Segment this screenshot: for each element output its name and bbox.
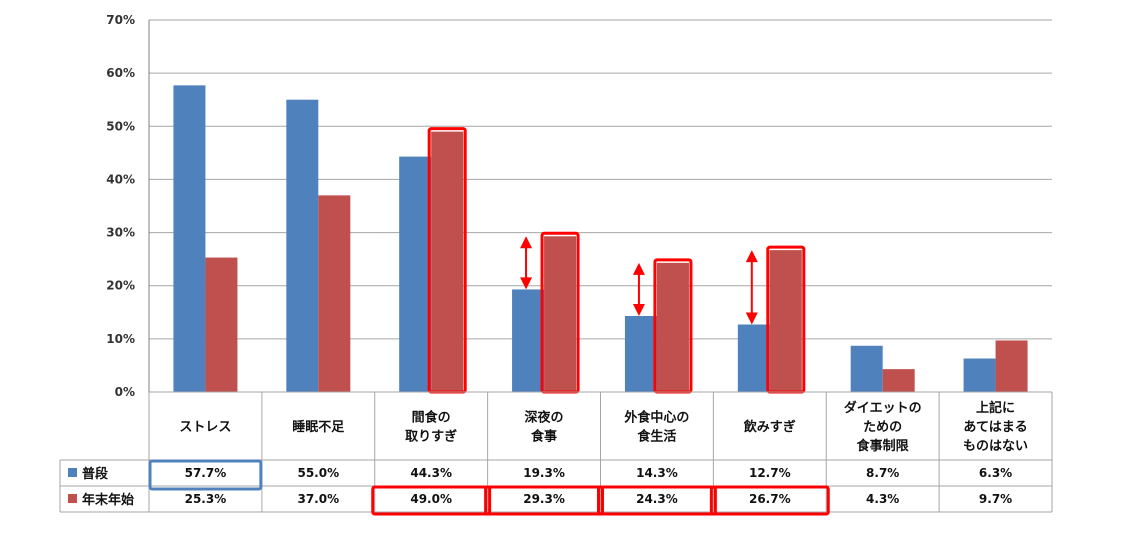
- cell-highlight-box: [371, 485, 492, 516]
- bar-normal-2: [399, 156, 432, 392]
- data-table-cell: 24.3%: [636, 492, 678, 506]
- cell-highlight-box: [148, 459, 263, 491]
- category-label: ための: [863, 420, 902, 435]
- y-tick-label: 70%: [106, 13, 135, 27]
- y-tick-label: 60%: [106, 66, 135, 80]
- category-label: ものはない: [963, 439, 1028, 454]
- data-table-cell: 55.0%: [297, 466, 339, 480]
- category-label: 飲みすぎ: [743, 419, 796, 435]
- bar-normal-7: [963, 358, 996, 392]
- data-table-cell: 4.3%: [866, 492, 899, 506]
- legend-label: 普段: [82, 466, 108, 482]
- y-tick-label: 20%: [106, 279, 135, 293]
- data-table-cell: 44.3%: [410, 466, 452, 480]
- difference-arrow-head-up: [632, 262, 645, 275]
- data-table-cell: 8.7%: [866, 466, 899, 480]
- difference-arrow-head-down: [745, 312, 758, 325]
- difference-arrow-head-down: [520, 277, 533, 290]
- y-tick-label: 10%: [106, 332, 135, 346]
- legend-label: 年末年始: [82, 492, 134, 508]
- bar-newyear-4: [656, 262, 689, 392]
- data-table-cell: 19.3%: [523, 466, 565, 480]
- bar-normal-6: [850, 345, 883, 392]
- bar-normal-5: [737, 324, 770, 392]
- y-tick-label: 50%: [106, 119, 135, 133]
- bar-newyear-5: [769, 250, 802, 392]
- bar-normal-0: [173, 85, 206, 392]
- category-label: 上記に: [976, 400, 1015, 416]
- bar-newyear-2: [431, 131, 464, 392]
- category-label: 取りすぎ: [405, 429, 457, 445]
- category-label: 睡眠不足: [292, 419, 345, 435]
- bar-normal-3: [512, 289, 545, 392]
- category-label: ストレス: [179, 420, 231, 435]
- difference-arrow-head-up: [520, 236, 533, 249]
- bar-normal-1: [286, 99, 319, 392]
- bar-newyear-0: [205, 257, 238, 392]
- cell-highlight-box: [709, 485, 830, 516]
- bar-newyear-6: [882, 369, 915, 392]
- data-table-cell: 37.0%: [297, 492, 339, 506]
- legend-key-normal: [68, 468, 77, 477]
- y-tick-label: 0%: [115, 385, 135, 399]
- data-table-cell: 26.7%: [749, 492, 791, 506]
- category-label: 食事制限: [857, 438, 910, 454]
- cell-highlight-box: [597, 485, 717, 516]
- data-table-cell: 57.7%: [185, 466, 227, 480]
- legend-key-newyear: [68, 494, 77, 503]
- bar-newyear-7: [995, 340, 1028, 392]
- data-table-cell: 6.3%: [979, 466, 1012, 480]
- bar-normal-4: [624, 316, 657, 392]
- category-label: 食生活: [637, 429, 676, 445]
- data-table-cell: 12.7%: [749, 466, 791, 480]
- category-label: ダイエットの: [844, 400, 922, 416]
- bar-newyear-1: [318, 195, 351, 392]
- category-label: あてはまる: [963, 420, 1027, 435]
- data-table-cell: 29.3%: [523, 492, 565, 506]
- data-table-cell: 14.3%: [636, 466, 678, 480]
- data-table-cell: 49.0%: [410, 492, 452, 506]
- category-label: 間食の: [412, 410, 451, 426]
- category-label: 食事: [531, 429, 557, 445]
- cell-highlight-box: [484, 485, 604, 516]
- category-label: 深夜の: [525, 410, 564, 426]
- data-table-cell: 9.7%: [979, 492, 1012, 506]
- difference-arrow-head-up: [745, 250, 758, 263]
- bar-newyear-3: [544, 236, 577, 392]
- category-label: 外食中心の: [623, 410, 689, 426]
- y-tick-label: 30%: [106, 226, 135, 240]
- difference-arrow-head-down: [632, 304, 645, 317]
- data-table-cell: 25.3%: [185, 492, 227, 506]
- y-tick-label: 40%: [106, 172, 135, 186]
